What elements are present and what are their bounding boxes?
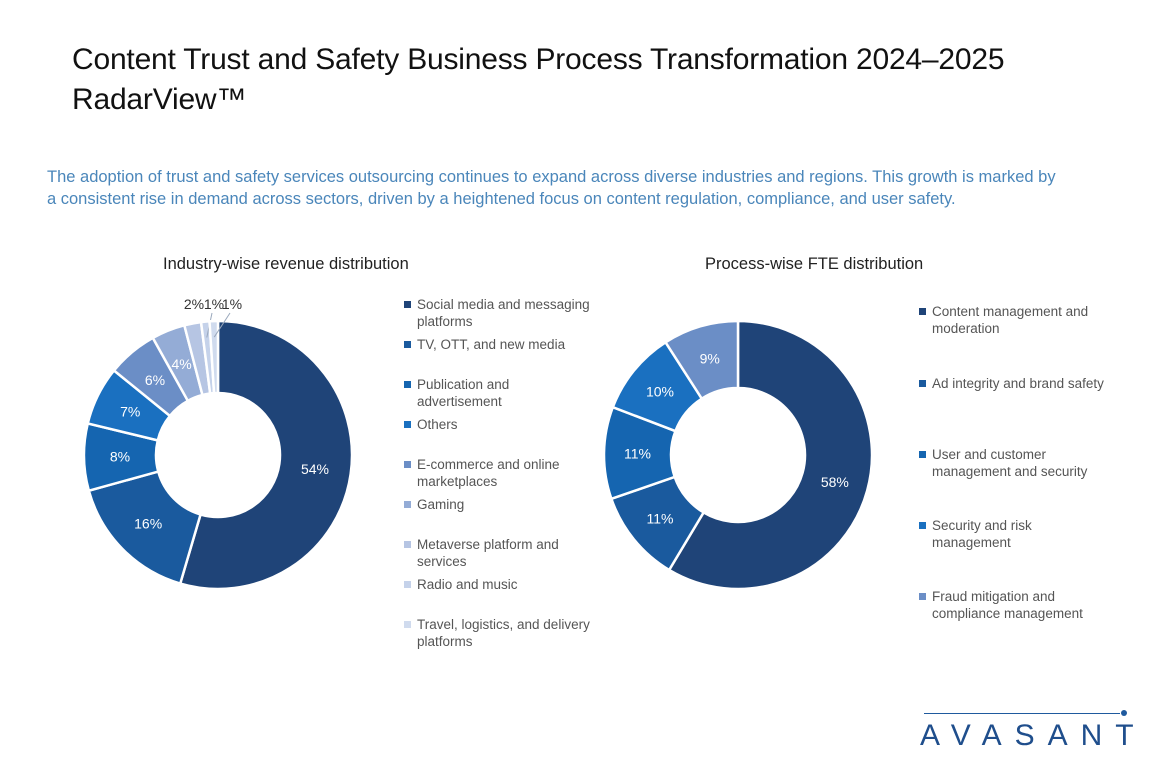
slice-data-label: 1% (204, 296, 224, 312)
slice-data-label: 10% (646, 384, 674, 400)
legend-swatch-icon (404, 421, 411, 428)
slice-data-label: 4% (171, 356, 191, 372)
legend-swatch-icon (404, 621, 411, 628)
slice-data-label: 11% (647, 510, 674, 526)
donut-slice-0-8 (208, 319, 220, 395)
legend-label: Content management and moderation (932, 304, 1089, 336)
legend-swatch-icon (404, 501, 411, 508)
legend-item: User and customer management and securit… (918, 446, 1112, 480)
donut-slice-1-4 (663, 319, 740, 401)
legend-label: Publication and advertisement (417, 377, 510, 409)
legend-swatch-icon (919, 451, 926, 458)
legend-label: Others (417, 417, 458, 432)
legend-item: Metaverse platform and services (403, 536, 597, 570)
legend-swatch-icon (404, 301, 411, 308)
legend-item: Travel, logistics, and delivery platform… (403, 616, 597, 650)
legend-label: Social media and messaging platforms (417, 297, 590, 329)
legend-item: Gaming (403, 496, 597, 513)
slice-data-label: 7% (120, 403, 140, 419)
slice-data-label: 2% (184, 296, 204, 312)
legend-item: Radio and music (403, 576, 597, 593)
chart-title-process: Process-wise FTE distribution (705, 255, 924, 273)
legend-item: Ad integrity and brand safety (918, 375, 1112, 392)
legend-swatch-icon (919, 308, 926, 315)
legend-swatch-icon (404, 541, 411, 548)
slice-data-label: 58% (821, 474, 849, 490)
legend-item: Social media and messaging platforms (403, 296, 597, 330)
legend-label: Ad integrity and brand safety (932, 376, 1104, 391)
logo-dot (1121, 710, 1127, 716)
legend-label: TV, OTT, and new media (417, 337, 566, 352)
slice-data-label: 54% (301, 461, 329, 477)
slice-data-label: 16% (134, 516, 162, 532)
slice-data-label: 6% (145, 372, 165, 388)
donut-slice-0-0 (178, 319, 354, 591)
legend-swatch-icon (919, 593, 926, 600)
slice-data-label: 9% (700, 351, 720, 367)
chart-title-industry: Industry-wise revenue distribution (163, 255, 409, 273)
legend-item: TV, OTT, and new media (403, 336, 597, 353)
legend-label: Travel, logistics, and delivery platform… (417, 617, 590, 649)
legend-swatch-icon (404, 341, 411, 348)
logo-text: AVASANT (920, 719, 1147, 752)
legend-label: Security and risk management (932, 518, 1032, 550)
legend-label: Gaming (417, 497, 465, 512)
legend-swatch-icon (404, 461, 411, 468)
legend-label: Fraud mitigation and compliance manageme… (932, 589, 1083, 621)
donut-slice-1-0 (667, 319, 874, 591)
slice-data-label: 11% (624, 445, 651, 461)
page-title: Content Trust and Safety Business Proces… (72, 43, 1005, 116)
legend-item: Fraud mitigation and compliance manageme… (918, 588, 1112, 622)
legend-swatch-icon (404, 381, 411, 388)
legend-swatch-icon (919, 522, 926, 529)
legend-item: E-commerce and online marketplaces (403, 456, 597, 490)
legend-label: Metaverse platform and services (417, 537, 559, 569)
logo-line (924, 713, 1120, 714)
legend-label: User and customer management and securit… (932, 447, 1088, 479)
legend-swatch-icon (919, 380, 926, 387)
leader-line (213, 312, 231, 338)
legend-item: Content management and moderation (918, 303, 1112, 337)
legend-item: Publication and advertisement (403, 376, 597, 410)
page-subtitle: The adoption of trust and safety service… (47, 168, 1056, 208)
avasant-logo: AVASANT (920, 705, 1134, 755)
donut-slice-0-1 (87, 469, 203, 586)
legend-item: Security and risk management (918, 517, 1112, 551)
legend-item: Others (403, 416, 597, 433)
slice-data-label: 1% (222, 296, 242, 312)
legend-label: Radio and music (417, 577, 518, 592)
slice-data-label: 8% (110, 449, 130, 465)
legend-label: E-commerce and online marketplaces (417, 457, 560, 489)
legend-swatch-icon (404, 581, 411, 588)
